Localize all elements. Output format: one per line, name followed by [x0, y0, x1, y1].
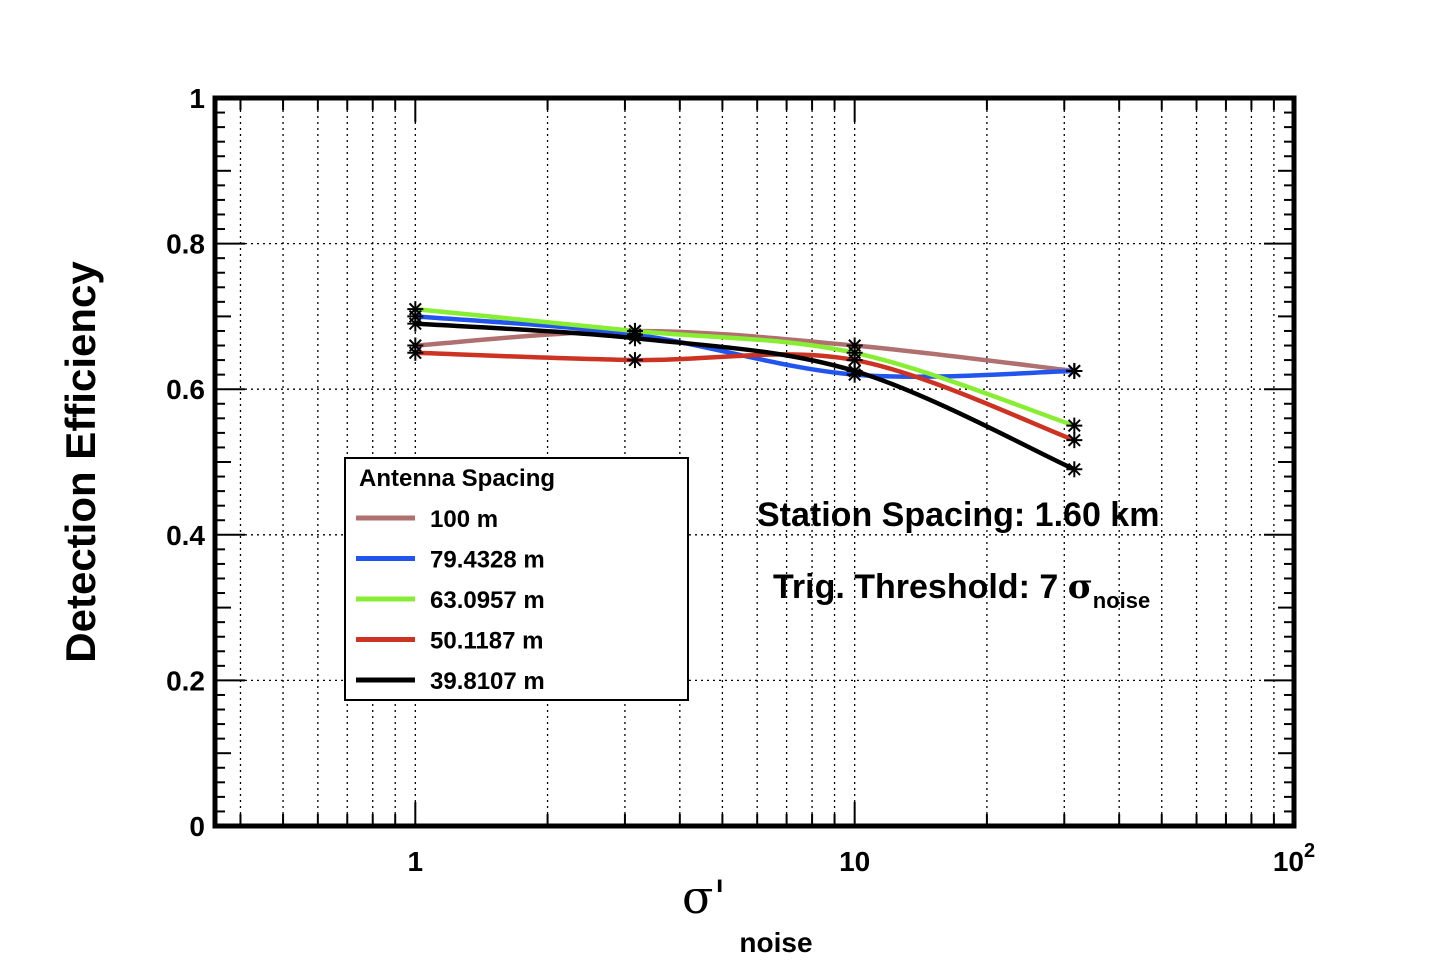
legend: Antenna Spacing 100 m 79.4328 m 63.0957 m 5…	[344, 457, 689, 701]
data-point	[407, 344, 424, 361]
tick-labels: 00.20.40.60.811 10 102	[166, 83, 1315, 877]
marker-stroke	[1067, 419, 1081, 433]
marker-stroke	[628, 331, 642, 345]
y-tick-label: 0.4	[166, 520, 205, 551]
series-line-4	[415, 321, 1076, 472]
data-series	[407, 301, 1083, 478]
marker-stroke	[848, 353, 862, 367]
annotations: Station Spacing: 1.60 km Trig. Threshold…	[757, 496, 1159, 613]
marker-stroke	[408, 346, 422, 360]
data-point	[407, 315, 424, 332]
legend-label: 79.4328 m	[430, 547, 545, 574]
x-tick-label: 1	[408, 846, 424, 877]
y-tick-label: 0.2	[166, 665, 205, 696]
legend-label: 100 m	[430, 506, 498, 533]
station-spacing-annotation: Station Spacing: 1.60 km	[757, 496, 1159, 534]
legend-box	[344, 457, 689, 701]
x-tick-label: 10	[839, 846, 870, 877]
marker-stroke	[848, 364, 862, 378]
data-point	[626, 330, 643, 347]
legend-title: Antenna Spacing	[359, 465, 555, 492]
series-line-3	[415, 350, 1076, 443]
data-point	[1066, 363, 1083, 379]
legend-label: 63.0957 m	[430, 587, 545, 614]
data-point	[1066, 461, 1083, 478]
series-line-2	[415, 306, 1076, 428]
marker-stroke	[408, 302, 422, 316]
x-tick-label-exponent: 2	[1304, 840, 1315, 862]
marker-stroke	[408, 317, 422, 331]
x-axis-label-subscript: noise	[739, 927, 812, 958]
y-tick-label: 1	[189, 83, 205, 114]
legend-label: 39.8107 m	[430, 668, 545, 695]
series-line-0	[415, 328, 1075, 374]
x-axis-label: σ'	[682, 870, 726, 924]
y-tick-label: 0	[189, 811, 205, 842]
data-point	[407, 301, 424, 318]
marker-stroke	[1067, 364, 1081, 378]
threshold-prefix: Trig. Threshold: 7	[773, 568, 1068, 606]
data-point	[846, 363, 863, 379]
y-axis-label: Detection Efficiency	[57, 261, 104, 663]
marker-stroke	[628, 353, 642, 367]
threshold-sigma: σ	[1068, 567, 1093, 607]
trigger-threshold-annotation: Trig. Threshold: 7 σnoise	[773, 567, 1150, 613]
marker-stroke	[1067, 433, 1081, 447]
data-point	[1066, 432, 1083, 449]
marker-stroke	[1067, 462, 1081, 476]
y-tick-label: 0.6	[166, 374, 205, 405]
grid-lines	[215, 98, 1294, 826]
data-point	[1066, 417, 1083, 434]
plot-frame	[212, 95, 1297, 829]
y-tick-label: 0.8	[166, 229, 205, 260]
legend-label: 50.1187 m	[430, 628, 543, 655]
data-point	[626, 352, 643, 369]
legend-items: 100 m 79.4328 m 63.0957 m 50.1187 m 39.8107 …	[356, 506, 545, 695]
threshold-subscript: noise	[1093, 588, 1150, 613]
